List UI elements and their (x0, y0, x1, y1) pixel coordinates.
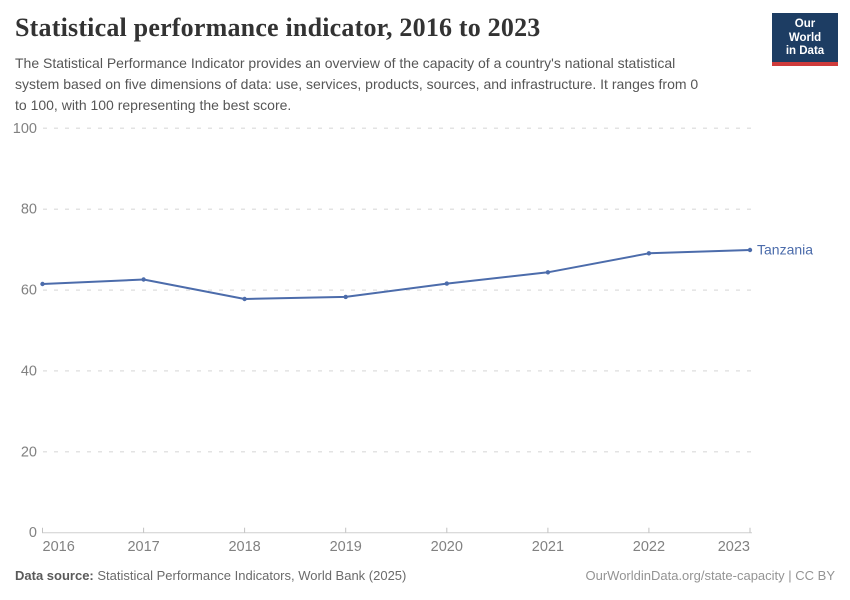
subtitle-line: to 100, with 100 representing the best s… (15, 97, 292, 113)
entity-label[interactable]: Tanzania (757, 242, 813, 258)
y-axis-tick-label: 0 (29, 525, 37, 541)
x-axis-tick-label: 2017 (127, 539, 159, 555)
y-axis-tick-label: 40 (21, 363, 37, 379)
data-point[interactable] (242, 296, 247, 302)
data-point[interactable] (40, 281, 45, 287)
data-source[interactable]: Data source: Statistical Performance Ind… (15, 568, 406, 583)
y-axis-tick-label: 100 (13, 121, 37, 137)
owid-logo-line2: in Data (785, 45, 825, 57)
x-axis-tick-label: 2020 (431, 539, 463, 555)
x-axis-tick-label: 2016 (43, 539, 75, 555)
x-axis-tick-label: 2023 (718, 539, 750, 555)
data-point[interactable] (646, 251, 652, 256)
data-point[interactable] (444, 281, 449, 286)
chart-footer: Data source: Statistical Performance Ind… (15, 568, 835, 583)
subtitle-line: The Statistical Performance Indicator pr… (15, 55, 676, 71)
owid-logo[interactable]: Our World in Data (772, 13, 838, 66)
data-point[interactable] (141, 277, 146, 282)
subtitle-line: system based on five dimensions of data:… (15, 76, 699, 92)
data-source-text: Statistical Performance Indicators, Worl… (93, 568, 407, 583)
data-source-label: Data source: (15, 568, 94, 583)
x-axis-tick-label: 2019 (330, 539, 362, 555)
data-point[interactable] (343, 294, 348, 300)
attribution-link[interactable]: OurWorldinData.org/state-capacity | CC B… (585, 568, 835, 583)
x-axis-tick-label: 2022 (633, 539, 665, 555)
line-chart[interactable]: 0 20 40 60 80 100 2016 2017 2018 2019 2020 2021 2022… (0, 110, 850, 565)
data-point[interactable] (545, 270, 551, 275)
y-axis-tick-label: 80 (21, 202, 37, 218)
page-title: Statistical performance indicator, 2016 … (15, 13, 541, 42)
chart-subtitle: The Statistical Performance Indicator pr… (15, 53, 698, 116)
data-point[interactable] (747, 247, 753, 253)
x-axis-tick-label: 2021 (532, 539, 564, 555)
y-axis-tick-label: 20 (21, 444, 37, 460)
x-axis-tick-label: 2018 (228, 539, 260, 555)
owid-logo-line1: Our World (788, 18, 822, 44)
data-line-tanzania[interactable] (41, 249, 751, 300)
y-axis-tick-label: 60 (21, 283, 37, 299)
